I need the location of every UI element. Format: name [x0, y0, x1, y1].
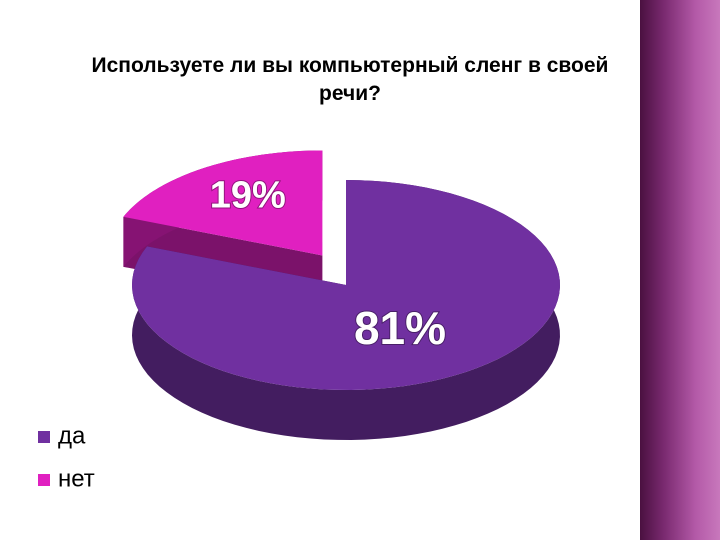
pie-slice [123, 150, 323, 256]
data-label: 81% [354, 302, 446, 354]
data-label: 19% [210, 175, 286, 217]
chart-title: Используете ли вы компьютерный сленг в с… [91, 54, 609, 105]
chart: 19% 81% да нет [38, 150, 560, 492]
legend-label: нет [58, 465, 95, 492]
legend-swatch [38, 474, 50, 486]
legend-label: да [58, 422, 86, 449]
decor-strip [640, 0, 720, 540]
pie-slice [132, 180, 560, 390]
legend-swatch [38, 431, 50, 443]
